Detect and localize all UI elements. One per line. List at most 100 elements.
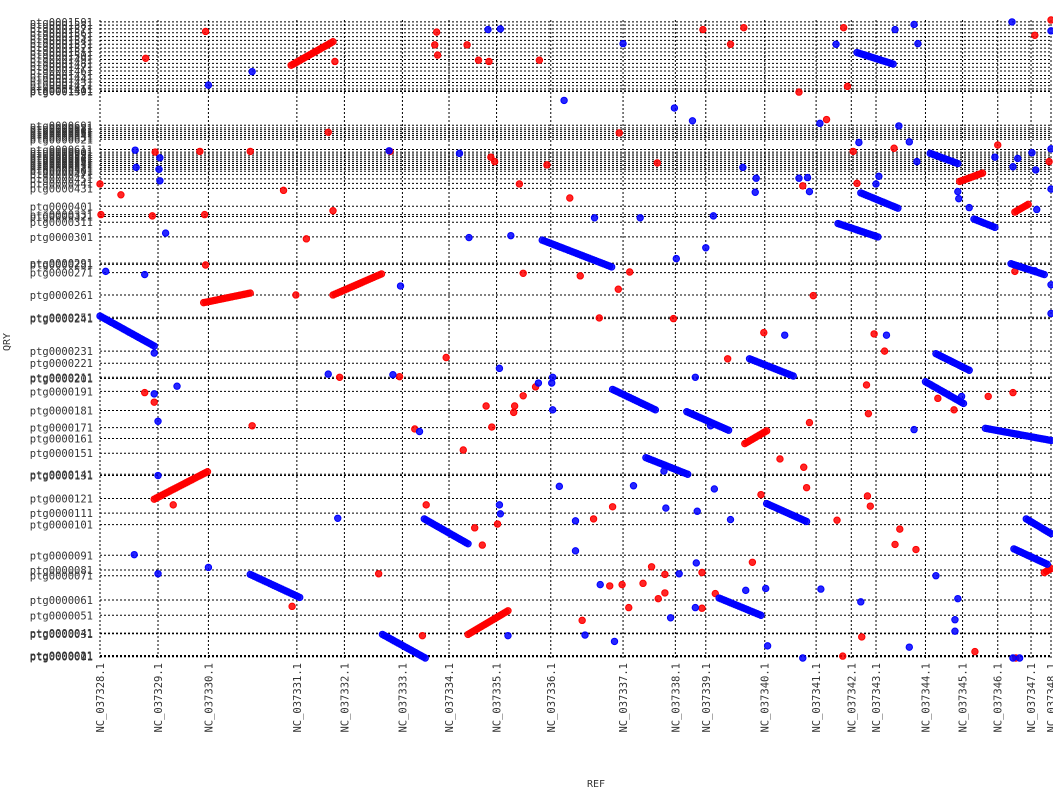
reverse-alignment-point bbox=[684, 470, 692, 478]
forward-point bbox=[698, 604, 706, 612]
reverse-point bbox=[1008, 18, 1016, 26]
reverse-alignment-point bbox=[757, 611, 765, 619]
y-tick-label: ptg0000011 bbox=[30, 651, 93, 663]
forward-point bbox=[639, 579, 647, 588]
forward-point bbox=[858, 633, 866, 641]
forward-point bbox=[853, 179, 861, 188]
reverse-point bbox=[1047, 27, 1053, 35]
y-tick-label: ptg0000271 bbox=[30, 268, 93, 280]
forward-point bbox=[822, 115, 831, 124]
x-tick-label: NC_037344.1 bbox=[920, 663, 932, 733]
reverse-point bbox=[248, 67, 256, 76]
reverse-alignment-point bbox=[296, 593, 304, 602]
y-tick-label: ptg0000231 bbox=[30, 346, 93, 358]
y-tick-label: ptg0000071 bbox=[30, 571, 93, 583]
forward-point bbox=[97, 210, 105, 219]
reverse-point bbox=[817, 585, 825, 593]
reverse-alignment-point bbox=[802, 517, 811, 526]
x-tick-label: NC_037341.1 bbox=[811, 663, 823, 733]
reverse-alignment-point bbox=[150, 342, 158, 350]
y-tick-label: ptg0000141 bbox=[30, 469, 93, 481]
y-tick-label: ptg0000601 bbox=[30, 147, 93, 159]
x-tick-label: NC_037329.1 bbox=[153, 663, 165, 733]
y-tick-label: ptg0000681 bbox=[30, 123, 93, 135]
reverse-alignment-point bbox=[1040, 270, 1049, 279]
y-tick-label: ptg0000261 bbox=[30, 290, 93, 302]
forward-point bbox=[96, 180, 104, 188]
reverse-point bbox=[1009, 163, 1017, 171]
y-tick-label: ptg0000591 bbox=[30, 149, 93, 161]
reverse-point bbox=[389, 371, 397, 379]
y-tick-label: ptg0000251 bbox=[30, 312, 93, 324]
reverse-point bbox=[1014, 154, 1022, 163]
forward-point bbox=[890, 144, 898, 152]
y-tick-label: ptg0000471 bbox=[30, 169, 93, 181]
y-tick-label: ptg0001411 bbox=[30, 84, 93, 96]
forward-point bbox=[422, 501, 430, 509]
y-tick-label: ptg0000211 bbox=[30, 372, 93, 384]
y-tick-label: ptg0001431 bbox=[30, 78, 93, 90]
forward-alignment-point bbox=[377, 270, 386, 278]
y-tick-label: ptg0001421 bbox=[30, 81, 93, 93]
y-tick-label: ptg0000331 bbox=[30, 210, 93, 222]
y-tick-label: ptg0001561 bbox=[30, 28, 93, 40]
forward-point bbox=[615, 129, 623, 137]
forward-point bbox=[515, 180, 524, 188]
forward-point bbox=[543, 161, 551, 169]
y-tick-label: ptg0000611 bbox=[30, 145, 93, 157]
reverse-point bbox=[130, 550, 138, 559]
forward-point bbox=[519, 392, 527, 400]
y-tick-label: ptg0000581 bbox=[30, 151, 93, 163]
y-tick-label: ptg0000641 bbox=[30, 130, 93, 142]
reverse-point bbox=[415, 427, 424, 436]
reverse-point bbox=[385, 147, 393, 155]
reverse-point bbox=[882, 331, 891, 339]
reverse-point bbox=[670, 104, 679, 112]
reverse-point bbox=[1047, 145, 1053, 153]
forward-point bbox=[971, 647, 979, 656]
reverse-point bbox=[548, 379, 556, 387]
reverse-point bbox=[396, 282, 405, 290]
x-tick-label: NC_037347.1 bbox=[1026, 663, 1038, 733]
forward-alignment-point bbox=[762, 427, 771, 435]
reverse-point bbox=[534, 379, 543, 387]
y-tick-label: ptg0001461 bbox=[30, 66, 93, 78]
reverse-point bbox=[581, 631, 589, 639]
forward-point bbox=[329, 207, 337, 215]
reverse-point bbox=[872, 180, 880, 188]
reverse-point bbox=[571, 517, 580, 525]
reverse-point bbox=[709, 212, 718, 220]
y-tick-label: ptg0000431 bbox=[30, 183, 93, 195]
reverse-point bbox=[156, 154, 164, 162]
forward-point bbox=[661, 570, 669, 579]
reverse-point bbox=[795, 174, 803, 182]
forward-alignment-point bbox=[978, 169, 987, 177]
forward-point bbox=[799, 182, 807, 190]
forward-point bbox=[566, 194, 574, 202]
y-tick-label: ptg0000451 bbox=[30, 174, 93, 186]
forward-point bbox=[509, 408, 518, 417]
forward-point bbox=[595, 314, 603, 322]
y-tick-label: ptg0000651 bbox=[30, 129, 93, 141]
y-tick-label: ptg0000121 bbox=[30, 494, 93, 506]
y-tick-label: ptg0000541 bbox=[30, 159, 93, 171]
reverse-alignment-point bbox=[651, 406, 660, 414]
x-tick-label: NC_037340.1 bbox=[760, 663, 772, 733]
reverse-point bbox=[156, 177, 164, 185]
reverse-point bbox=[571, 547, 580, 555]
forward-point bbox=[201, 261, 210, 269]
reverse-point bbox=[596, 580, 604, 589]
y-tick-label: ptg0000101 bbox=[30, 520, 93, 532]
reverse-point bbox=[816, 119, 824, 128]
forward-point bbox=[866, 502, 875, 510]
reverse-point bbox=[555, 482, 564, 491]
forward-point bbox=[1009, 388, 1017, 397]
forward-point bbox=[148, 212, 157, 220]
reverse-point bbox=[751, 188, 759, 196]
reverse-point bbox=[496, 510, 505, 518]
forward-point bbox=[1045, 157, 1053, 166]
reverse-point bbox=[954, 187, 962, 196]
forward-point bbox=[833, 516, 841, 524]
reverse-point bbox=[726, 515, 735, 524]
